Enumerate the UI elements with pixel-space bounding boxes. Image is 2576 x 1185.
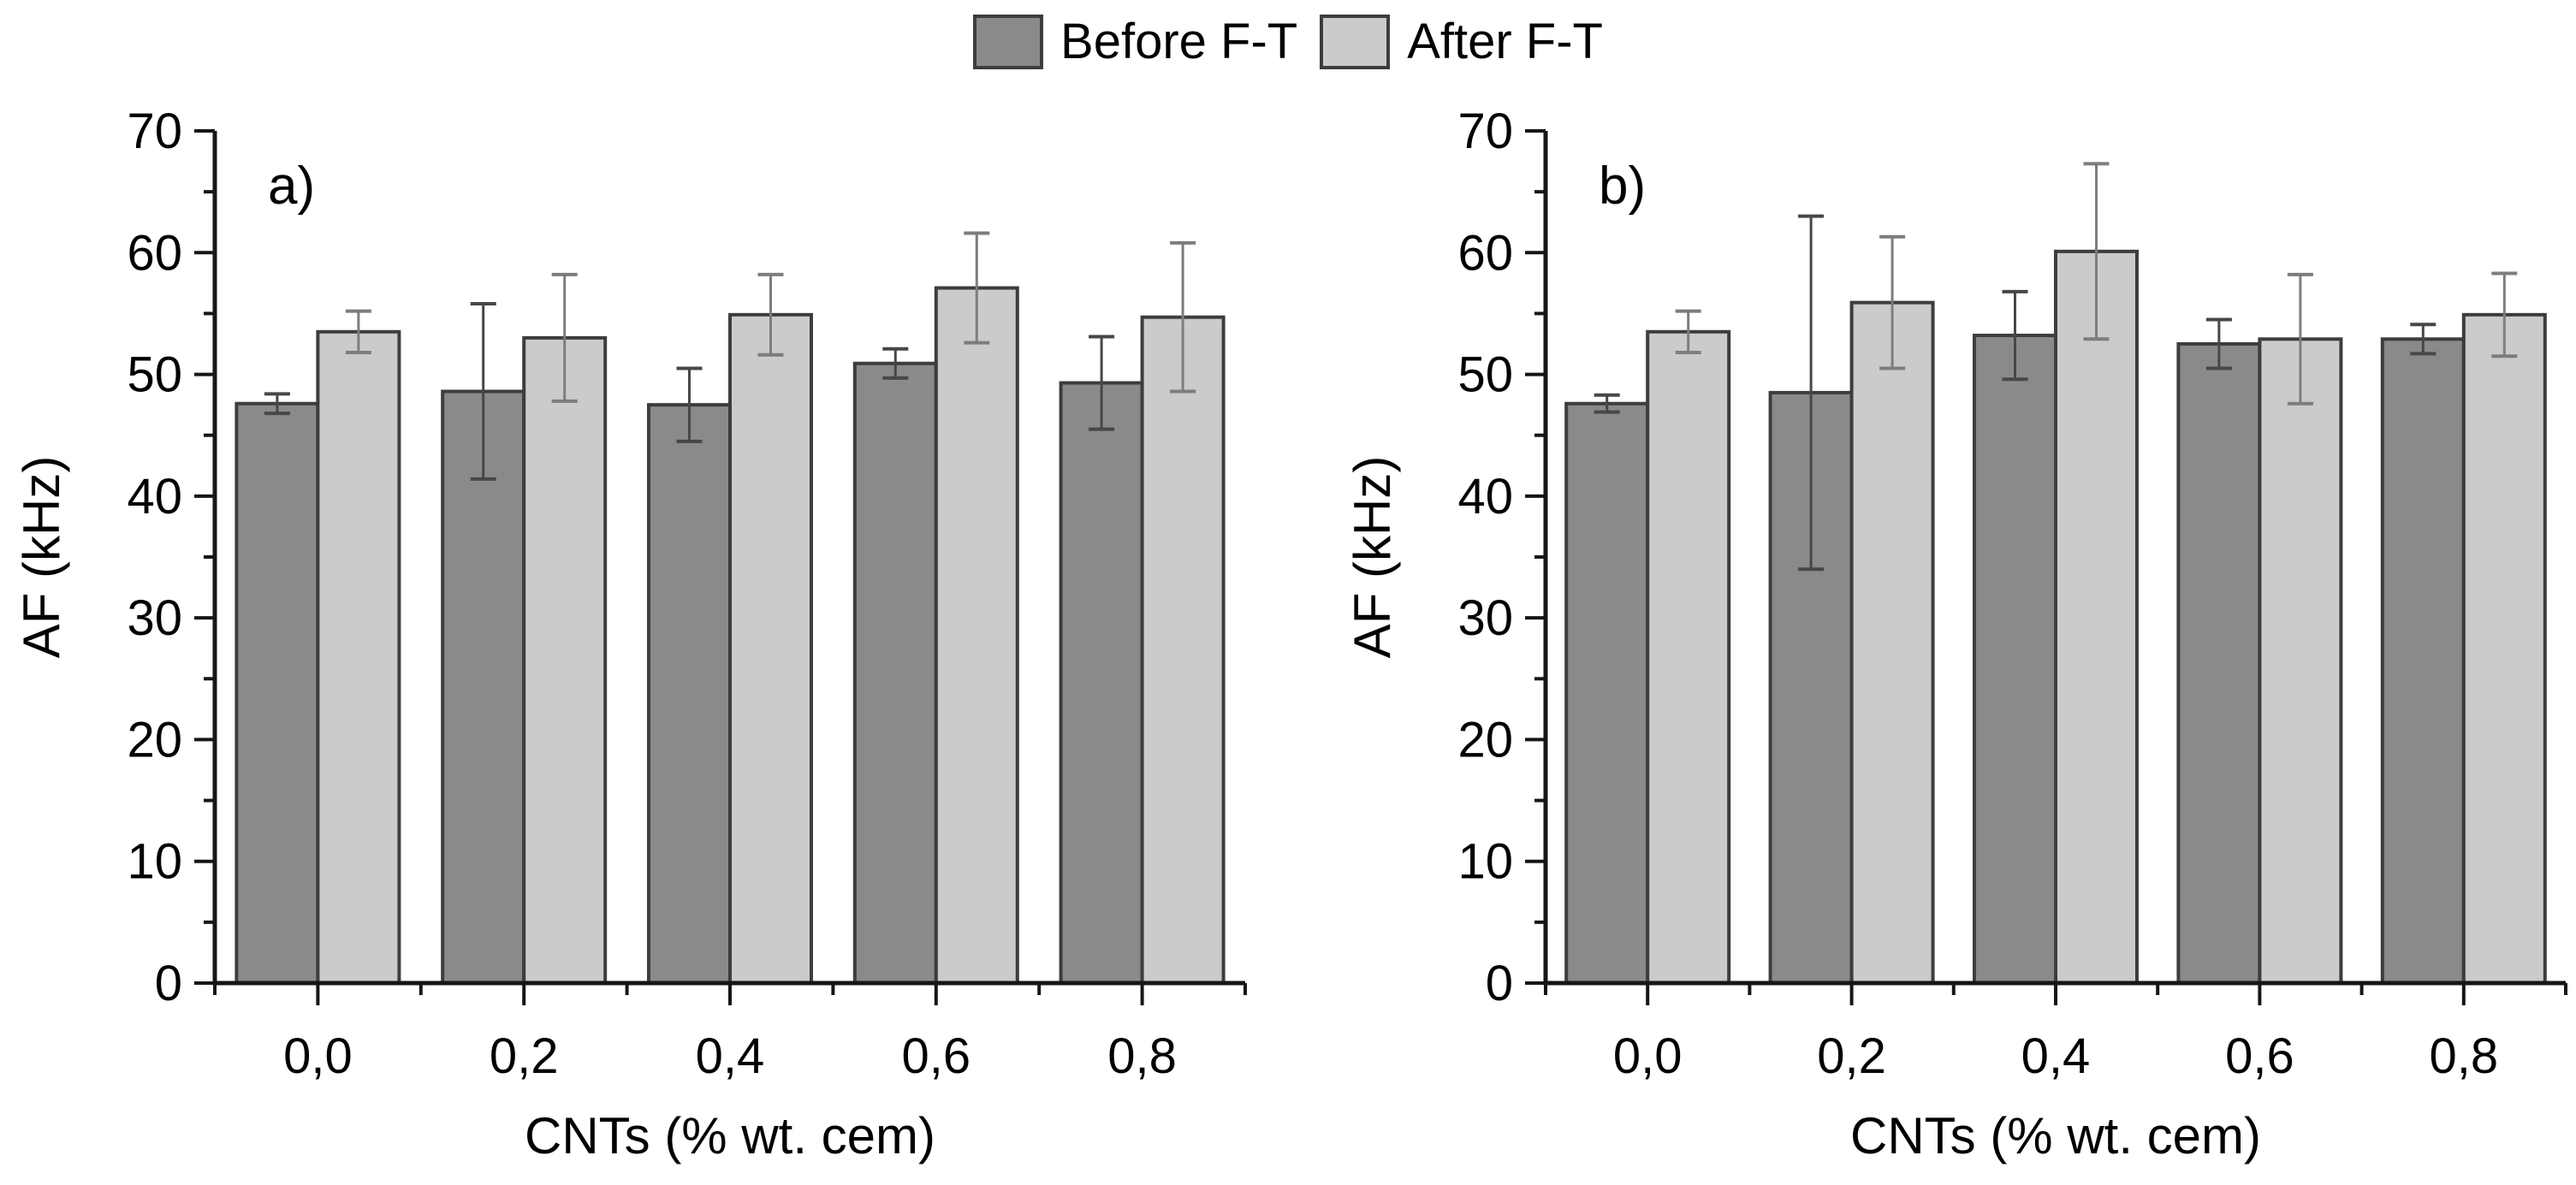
x-tick-label: 0,0	[1613, 1028, 1683, 1084]
x-tick-label: 0,2	[490, 1028, 559, 1084]
y-tick-label: 40	[127, 469, 182, 524]
bar-before-0,4	[647, 403, 732, 985]
y-tick-label: 70	[127, 104, 182, 159]
x-tick-label: 0,4	[696, 1028, 765, 1084]
panel-label: b)	[1599, 157, 1646, 216]
y-tick-label: 40	[1457, 469, 1513, 524]
y-tick-label: 70	[1457, 104, 1513, 159]
x-tick-label: 0,8	[1107, 1028, 1177, 1084]
x-tick-label: 0,0	[283, 1028, 353, 1084]
x-tick-label: 0,6	[901, 1028, 970, 1084]
chart-panel-a: 0 10 20 30 40 50 60 70 0,0 0,2 0,4 0,6 0,8 a) AF (kHz)…	[13, 104, 1247, 1164]
bar-after-0,4	[728, 312, 813, 985]
x-axis-title: CNTs (% wt. cem)	[525, 1107, 935, 1164]
y-tick-label: 0	[155, 956, 182, 1011]
legend-item-after: After F-T	[1320, 12, 1603, 72]
y-tick-label: 60	[1457, 225, 1513, 281]
x-tick-label: 0,4	[2021, 1028, 2091, 1084]
y-axis-title: AF (kHz)	[1344, 456, 1401, 659]
y-tick-label: 20	[1457, 712, 1513, 767]
chart-panel-b: 0 10 20 30 40 50 60 70 0,0 0,2 0,4 0,6 0,8 b) AF (kHz)…	[1344, 104, 2567, 1164]
y-tick-label: 50	[127, 347, 182, 403]
bar-before-0,6	[2176, 342, 2262, 985]
legend-swatch-after	[1320, 15, 1391, 69]
legend-item-before: Before F-T	[973, 12, 1297, 72]
bar-before-0,0	[234, 401, 320, 986]
x-tick-label: 0,6	[2225, 1028, 2294, 1084]
legend-label-after: After F-T	[1407, 14, 1603, 69]
y-tick-label: 10	[127, 834, 182, 890]
x-tick-label: 0,2	[1817, 1028, 1886, 1084]
bar-after-0,8	[1140, 315, 1226, 985]
bar-after-0,4	[2054, 249, 2139, 985]
bar-after-0,6	[934, 286, 1019, 985]
y-tick-label: 0	[1486, 956, 1513, 1011]
legend-swatch-before	[973, 15, 1044, 69]
bar-after-0,2	[1849, 300, 1935, 985]
y-tick-label: 30	[1457, 590, 1513, 646]
bar-before-0,6	[852, 361, 938, 986]
bar-before-0,8	[2380, 337, 2466, 985]
y-tick-label: 50	[1457, 347, 1513, 403]
x-tick-label: 0,8	[2429, 1028, 2498, 1084]
y-tick-label: 20	[127, 712, 182, 767]
bar-after-0,8	[2461, 312, 2547, 985]
bar-after-0,0	[1646, 329, 1731, 985]
legend-label-before: Before F-T	[1060, 14, 1298, 69]
x-axis-title: CNTs (% wt. cem)	[1850, 1107, 2261, 1164]
bar-before-0,0	[1564, 401, 1650, 986]
bar-after-0,0	[316, 329, 401, 985]
bar-after-0,2	[522, 335, 608, 985]
y-axis-title: AF (kHz)	[13, 456, 70, 659]
y-tick-label: 10	[1457, 834, 1513, 890]
y-tick-label: 30	[127, 590, 182, 646]
bar-before-0,8	[1059, 381, 1144, 985]
panel-label: a)	[268, 157, 315, 216]
bar-after-0,6	[2258, 337, 2343, 985]
legend: Before F-T After F-T	[0, 12, 2576, 72]
bar-before-0,4	[1973, 334, 2057, 986]
y-tick-label: 60	[127, 225, 182, 281]
